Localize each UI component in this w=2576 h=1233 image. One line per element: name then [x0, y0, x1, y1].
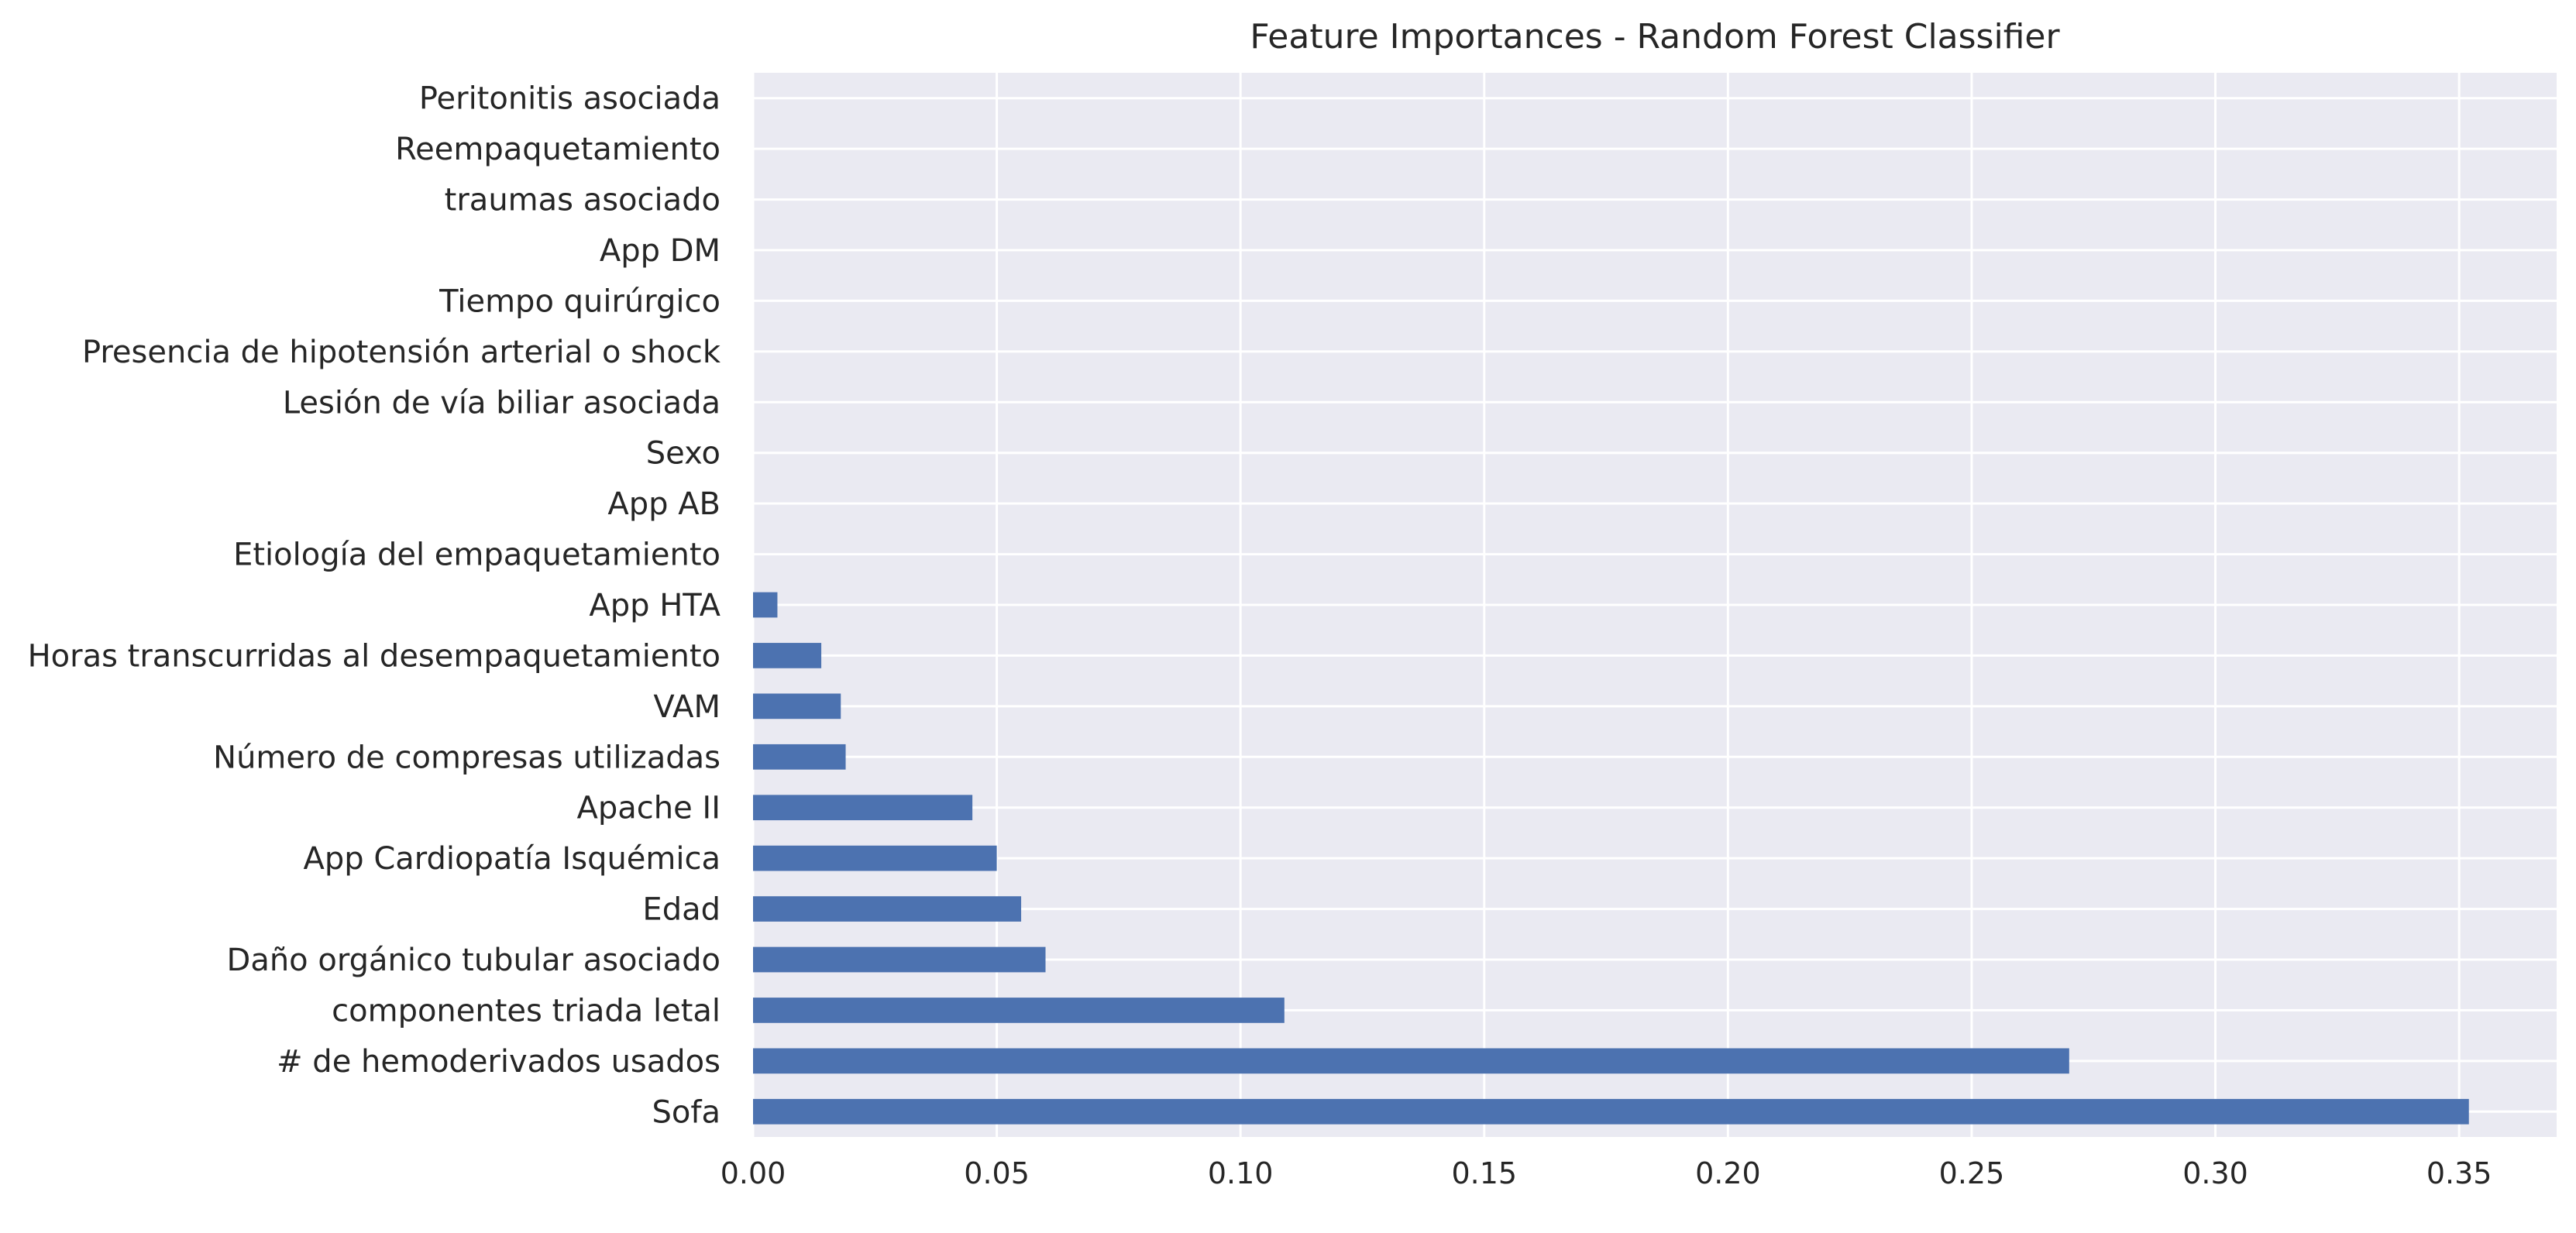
x-tick-label: 0.30	[2182, 1156, 2248, 1190]
y-tick-label: Apache II	[576, 791, 721, 826]
x-tick-label: 0.00	[721, 1156, 786, 1190]
y-tick-label: App DM	[600, 233, 721, 269]
y-tick-labels: Sofa # de hemoderivados usados componentes…	[28, 81, 721, 1131]
x-tick-label: 0.20	[1695, 1156, 1761, 1190]
bar	[753, 845, 997, 871]
y-tick-label: Edad	[642, 892, 721, 928]
grid-lines	[751, 73, 2557, 1137]
chart-title: Feature Importances - Random Forest Clas…	[1250, 17, 2060, 57]
bar	[753, 946, 1046, 973]
x-tick-label: 0.25	[1939, 1156, 2005, 1190]
bar	[753, 693, 841, 720]
bars	[753, 592, 2469, 1125]
y-tick-label: Etiología del empaquetamiento	[233, 538, 721, 573]
y-tick-label: Tiempo quirúrgico	[439, 283, 721, 319]
bar	[753, 795, 973, 821]
bar	[753, 998, 1285, 1023]
y-tick-label: Reempaquetamiento	[395, 132, 721, 167]
y-tick-label: Número de compresas utilizadas	[213, 740, 721, 775]
y-tick-label: Lesión de vía biliar asociada	[283, 385, 721, 421]
x-tick-label: 0.15	[1451, 1156, 1517, 1190]
x-tick-labels: 0.00 0.05 0.10 0.15 0.20 0.25 0.30 0.35	[721, 1156, 2492, 1190]
y-tick-label: # de hemoderivados usados	[277, 1044, 721, 1080]
y-tick-label: App AB	[607, 486, 721, 522]
y-tick-label: Daño orgánico tubular asociado	[227, 943, 721, 978]
y-tick-label: App Cardiopatía Isquémica	[303, 841, 721, 877]
y-tick-label: traumas asociado	[445, 183, 721, 218]
y-tick-label: VAM	[653, 689, 721, 725]
bar	[753, 896, 1022, 922]
x-tick-label: 0.10	[1208, 1156, 1274, 1190]
y-tick-label: Presencia de hipotensión arterial o shoc…	[82, 335, 721, 370]
y-tick-label: Sexo	[646, 436, 721, 472]
bar	[753, 592, 778, 618]
y-tick-label: App HTA	[589, 588, 721, 623]
x-tick-label: 0.35	[2426, 1156, 2492, 1190]
y-tick-label: Sofa	[652, 1094, 721, 1130]
bar	[753, 643, 822, 668]
bar	[753, 1098, 2469, 1125]
y-tick-label: Peritonitis asociada	[419, 81, 721, 117]
y-tick-label: componentes triada letal	[332, 993, 721, 1029]
bar	[753, 744, 846, 770]
x-tick-label: 0.05	[964, 1156, 1030, 1190]
bar	[753, 1048, 2069, 1074]
y-tick-label: Horas transcurridas al desempaquetamient…	[28, 638, 721, 674]
